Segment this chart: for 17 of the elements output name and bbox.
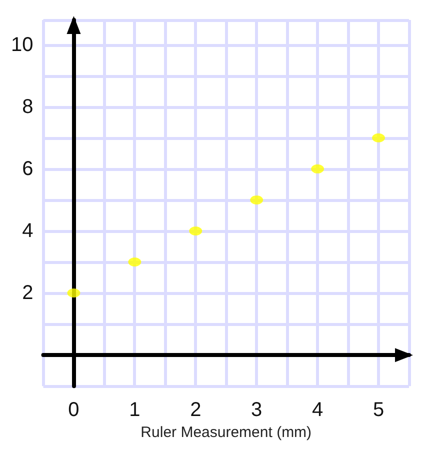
- x-tick-label: 4: [312, 399, 324, 422]
- x-axis-title: Ruler Measurement (mm): [140, 424, 312, 441]
- x-tick-label: 2: [190, 399, 202, 422]
- point: [372, 133, 386, 142]
- x-tick-label: 5: [372, 399, 384, 422]
- y-tick-label: 10: [10, 34, 34, 56]
- y-tick-label: 6: [22, 158, 34, 180]
- point: [67, 288, 80, 298]
- point: [311, 164, 324, 174]
- y-tick-label: 4: [22, 220, 34, 242]
- x-tick-label: 1: [129, 399, 140, 422]
- y-tick-label: 2: [22, 282, 34, 304]
- x-tick-label: 3: [251, 399, 262, 422]
- point: [250, 195, 264, 204]
- y-tick-label: 8: [22, 96, 34, 118]
- x-tick-label: 0: [68, 399, 80, 422]
- point: [189, 226, 202, 236]
